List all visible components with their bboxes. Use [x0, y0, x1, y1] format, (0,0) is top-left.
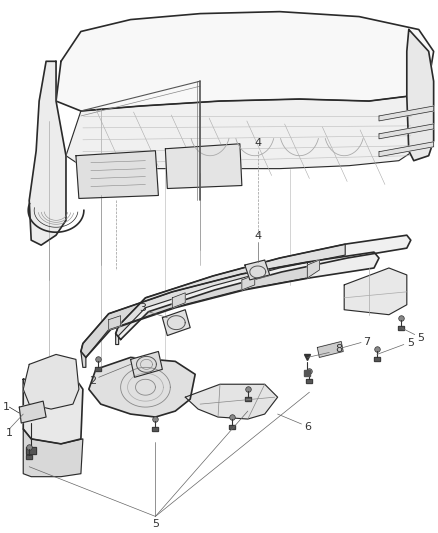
Polygon shape	[307, 260, 319, 278]
Text: 1: 1	[5, 428, 12, 438]
Polygon shape	[374, 358, 380, 361]
Polygon shape	[185, 384, 278, 419]
Text: 4: 4	[254, 231, 261, 241]
Polygon shape	[318, 342, 343, 358]
Polygon shape	[56, 12, 434, 111]
Polygon shape	[245, 260, 270, 280]
Polygon shape	[172, 293, 185, 308]
Polygon shape	[407, 29, 434, 160]
Polygon shape	[229, 425, 235, 429]
Polygon shape	[398, 326, 404, 329]
Polygon shape	[344, 268, 407, 314]
Polygon shape	[162, 310, 190, 336]
Polygon shape	[26, 455, 32, 459]
Polygon shape	[23, 379, 83, 444]
Polygon shape	[76, 151, 159, 198]
Polygon shape	[307, 379, 312, 383]
Polygon shape	[89, 358, 195, 417]
Polygon shape	[152, 427, 159, 431]
Text: 5: 5	[417, 333, 424, 343]
Polygon shape	[19, 401, 46, 423]
Polygon shape	[379, 142, 434, 157]
Text: 5: 5	[407, 337, 414, 348]
Polygon shape	[26, 447, 36, 454]
Polygon shape	[66, 96, 414, 168]
Polygon shape	[81, 252, 379, 358]
Polygon shape	[242, 275, 255, 290]
Text: 6: 6	[304, 422, 311, 432]
Text: 8: 8	[336, 344, 343, 354]
Text: 5: 5	[152, 519, 159, 529]
Text: 7: 7	[364, 336, 371, 346]
Polygon shape	[131, 351, 162, 377]
Text: 1: 1	[3, 402, 10, 412]
Polygon shape	[379, 106, 434, 121]
Polygon shape	[165, 144, 242, 189]
Polygon shape	[23, 354, 79, 409]
Text: 3: 3	[139, 303, 146, 313]
Text: 2: 2	[89, 376, 96, 386]
Polygon shape	[23, 429, 83, 477]
Polygon shape	[379, 124, 434, 139]
Polygon shape	[116, 244, 345, 344]
Text: 4: 4	[254, 138, 261, 148]
Polygon shape	[245, 397, 251, 401]
Polygon shape	[95, 367, 101, 372]
Polygon shape	[116, 235, 411, 340]
Polygon shape	[81, 262, 307, 367]
Polygon shape	[109, 316, 120, 329]
Polygon shape	[29, 61, 66, 245]
